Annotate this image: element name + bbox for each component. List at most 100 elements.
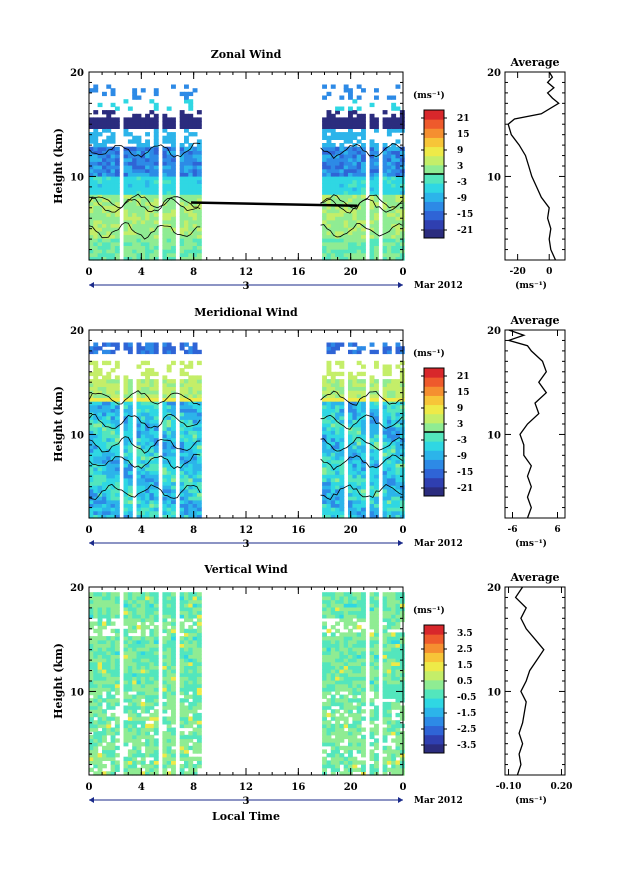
heatmap-cell <box>106 592 112 597</box>
heatmap-cell <box>188 592 194 597</box>
heatmap-cell <box>343 760 349 765</box>
heatmap-cell <box>356 680 362 685</box>
heatmap-cell <box>382 441 388 446</box>
heatmap-cell <box>102 650 107 655</box>
heatmap-cell <box>374 452 379 457</box>
heatmap-cell <box>326 212 332 217</box>
heatmap-cell <box>97 190 103 195</box>
heatmap-cell <box>348 194 353 199</box>
heatmap-cell <box>196 452 202 457</box>
heatmap-cell <box>184 205 189 210</box>
heatmap-cell <box>322 375 327 380</box>
heatmap-cell <box>123 128 129 133</box>
heatmap-cell <box>326 459 332 464</box>
colorbar-tick-label: -15 <box>457 468 473 478</box>
heatmap-cell <box>127 426 133 431</box>
heatmap-cell <box>93 698 99 703</box>
heatmap-cell <box>326 499 332 504</box>
heatmap-cell <box>339 636 345 641</box>
heatmap-cell <box>330 499 336 504</box>
heatmap-cell <box>149 441 155 446</box>
heatmap-cell <box>106 650 112 655</box>
heatmap-cell <box>93 382 99 387</box>
heatmap-cell <box>339 477 345 483</box>
heatmap-cell <box>326 404 332 409</box>
heatmap-cell <box>352 723 358 729</box>
heatmap-cell <box>374 223 379 228</box>
heatmap-cell <box>127 132 133 137</box>
heatmap-cell <box>171 595 176 601</box>
heatmap-cell <box>374 186 379 192</box>
heatmap-cell <box>361 227 366 232</box>
heatmap-cell <box>179 124 185 129</box>
heatmap-cell <box>188 455 194 461</box>
heatmap-cell <box>114 698 120 703</box>
heatmap-cell <box>166 157 172 162</box>
heatmap-cell <box>153 716 159 721</box>
heatmap-cell <box>93 753 99 758</box>
heatmap-cell <box>188 628 194 634</box>
heatmap-cell <box>140 595 146 601</box>
heatmap-cell <box>352 510 358 515</box>
heatmap-cell <box>352 124 358 129</box>
heatmap-cell <box>106 223 112 228</box>
heatmap-cell <box>132 606 138 612</box>
heatmap-cell <box>153 386 159 391</box>
heatmap-cell <box>97 448 103 453</box>
heatmap-cell <box>348 437 353 442</box>
heatmap-cell <box>188 459 194 464</box>
heatmap-cell <box>114 117 120 122</box>
heatmap-cell <box>330 687 336 692</box>
heatmap-cell <box>171 658 176 663</box>
profile-line <box>506 329 548 519</box>
heatmap-cell <box>93 496 99 501</box>
heatmap-cell <box>145 639 150 644</box>
heatmap-cell <box>196 161 202 166</box>
heatmap-cell <box>102 412 107 417</box>
heatmap-cell <box>352 738 358 743</box>
heatmap-cell <box>356 157 362 162</box>
heatmap-cell <box>166 190 172 195</box>
heatmap-cell <box>348 452 353 457</box>
heatmap-cell <box>330 143 336 148</box>
heatmap-cell <box>348 734 353 740</box>
heatmap-cell <box>330 161 336 166</box>
heatmap-cell <box>356 84 362 89</box>
heatmap-cell <box>97 146 103 151</box>
heatmap-cell <box>188 463 194 468</box>
x-tick-label: 20 <box>344 525 358 536</box>
heatmap-cell <box>395 106 401 111</box>
heatmap-cell <box>153 190 159 195</box>
heatmap-cell <box>399 227 405 232</box>
heatmap-cell <box>326 614 332 619</box>
heatmap-cell <box>171 349 176 355</box>
heatmap-cell <box>106 124 112 129</box>
heatmap-cell <box>391 514 397 519</box>
heatmap-cell <box>97 412 103 417</box>
heatmap-cell <box>153 503 159 508</box>
heatmap-cell <box>356 212 362 217</box>
heatmap-cell <box>374 492 379 497</box>
heatmap-cell <box>192 639 198 644</box>
heatmap-cell <box>188 720 194 725</box>
heatmap-cell <box>123 466 129 472</box>
heatmap-cell <box>171 249 176 254</box>
colorbar-swatch <box>424 164 444 175</box>
heatmap-cell <box>184 753 189 758</box>
heatmap-cell <box>196 731 202 736</box>
heatmap-cell <box>102 749 107 754</box>
heatmap-cell <box>166 459 172 464</box>
heatmap-cell <box>339 734 345 740</box>
heatmap-cell <box>162 617 168 623</box>
heatmap-cell <box>153 448 159 453</box>
heatmap-cell <box>184 230 189 236</box>
heatmap-cell <box>149 433 155 439</box>
heatmap-cell <box>136 599 142 604</box>
heatmap-cell <box>399 219 405 225</box>
heatmap-cell <box>97 102 103 108</box>
heatmap-cell <box>374 455 379 461</box>
profile-x-tick-label: 0 <box>546 267 552 277</box>
heatmap-cell <box>192 470 198 475</box>
heatmap-cell <box>145 448 150 453</box>
heatmap-cell <box>166 705 172 710</box>
